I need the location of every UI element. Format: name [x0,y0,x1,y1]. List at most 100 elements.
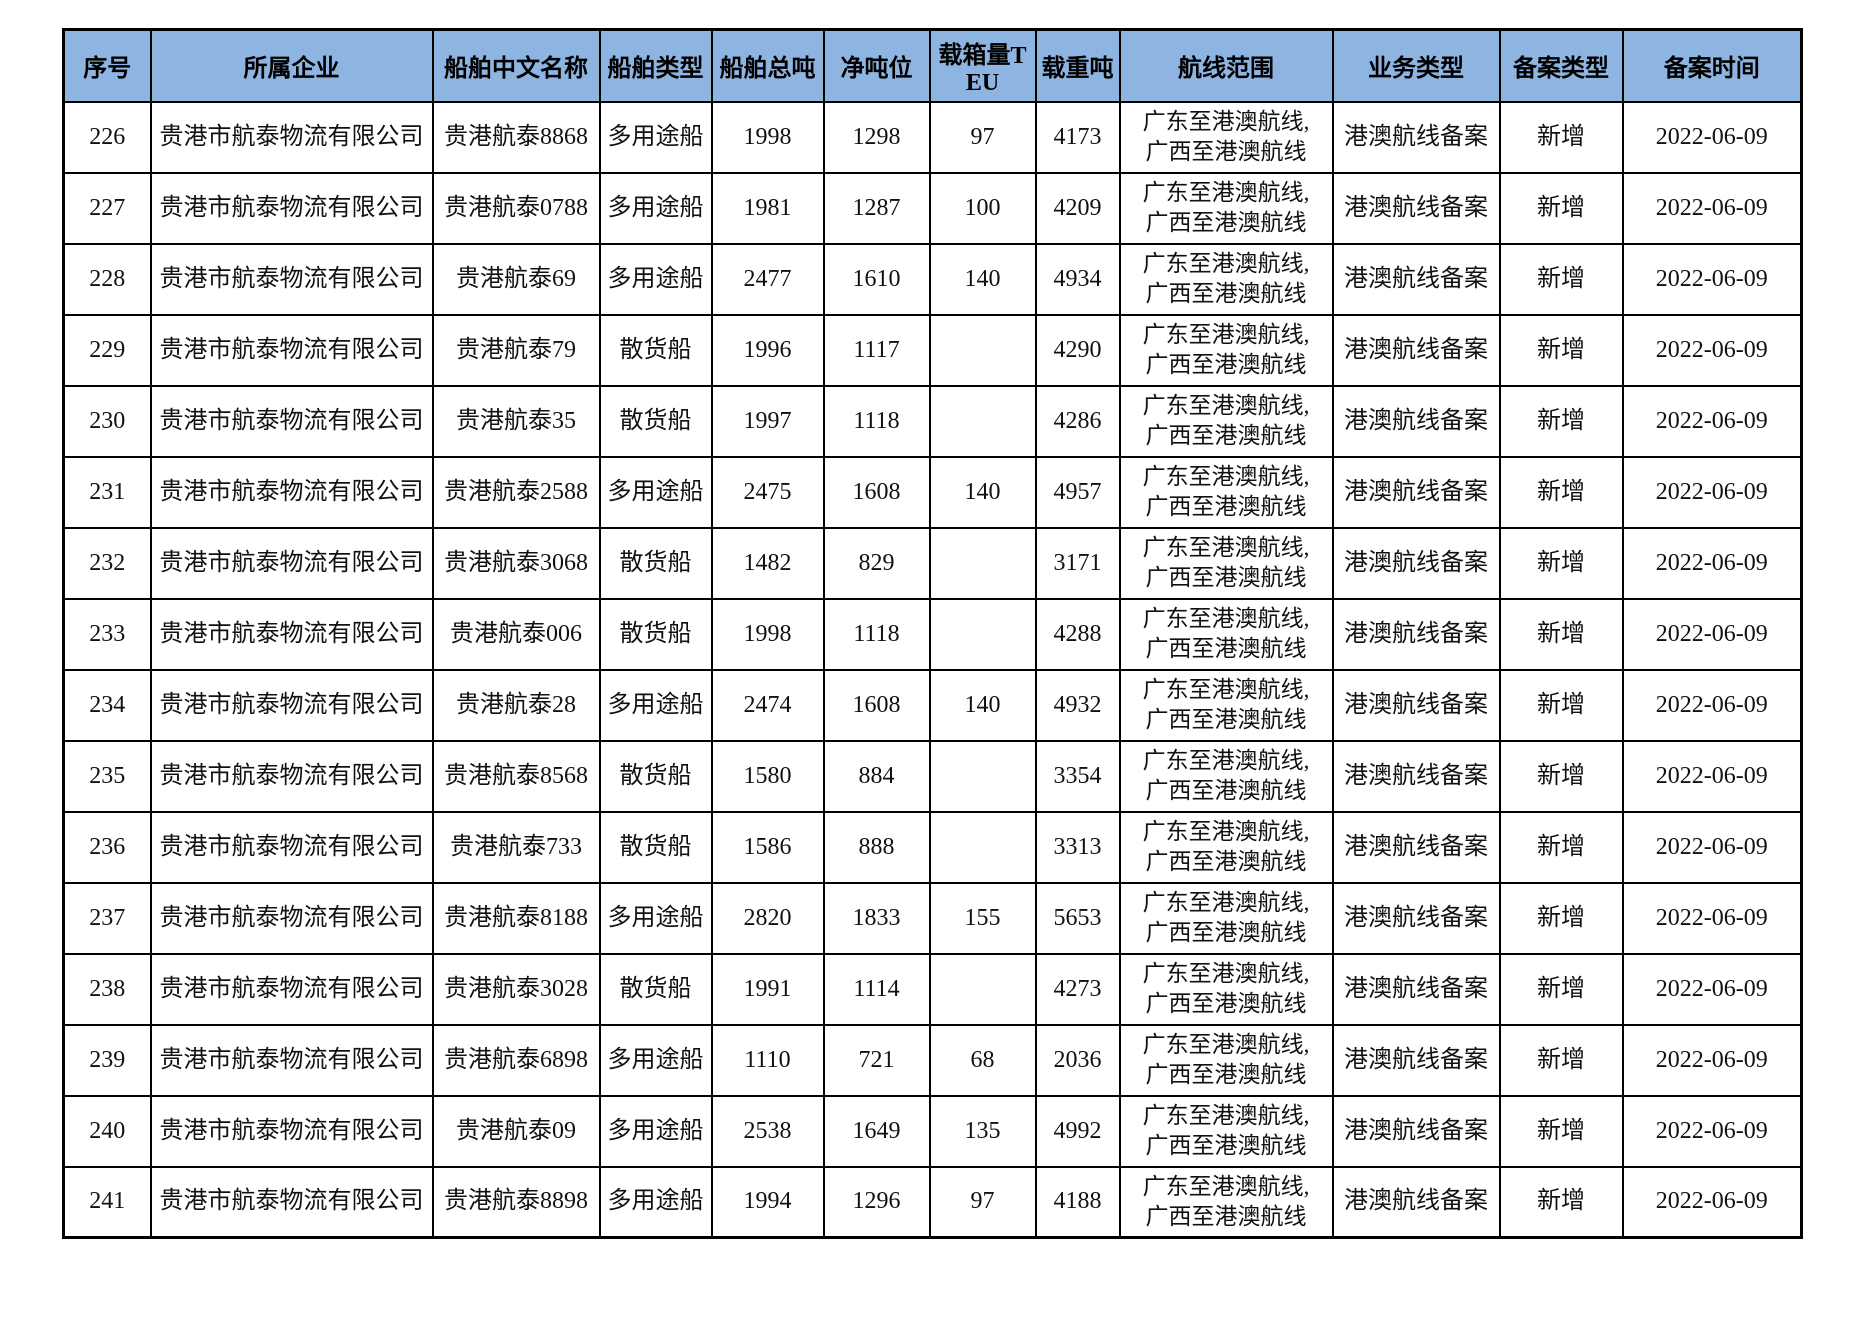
cell-gross-tonnage: 1110 [710,1023,825,1097]
cell-deadweight: 4188 [1034,1165,1121,1239]
cell-deadweight: 3354 [1034,739,1121,813]
cell-ship-name: 贵港航泰28 [431,668,601,742]
cell-record-type: 新增 [1498,810,1624,884]
cell-teu: 68 [928,1023,1037,1097]
cell-teu: 155 [928,881,1037,955]
cell-seq: 231 [62,455,152,529]
cell-company: 贵港市航泰物流有限公司 [149,384,434,458]
cell-business-type: 港澳航线备案 [1331,100,1501,174]
cell-gross-tonnage: 1482 [710,526,825,600]
cell-record-date: 2022-06-09 [1621,1165,1803,1239]
cell-ship-name: 贵港航泰6898 [431,1023,601,1097]
cell-company: 贵港市航泰物流有限公司 [149,1165,434,1239]
cell-deadweight: 2036 [1034,1023,1121,1097]
cell-seq: 238 [62,952,152,1026]
cell-company: 贵港市航泰物流有限公司 [149,739,434,813]
cell-seq: 230 [62,384,152,458]
cell-company: 贵港市航泰物流有限公司 [149,100,434,174]
cell-business-type: 港澳航线备案 [1331,1023,1501,1097]
cell-business-type: 港澳航线备案 [1331,1094,1501,1168]
cell-route: 广东至港澳航线, 广西至港澳航线 [1118,668,1334,742]
cell-ship-type: 多用途船 [598,455,713,529]
table-row: 239 贵港市航泰物流有限公司 贵港航泰6898 多用途船 1110 721 6… [62,1023,1803,1097]
table-row: 231 贵港市航泰物流有限公司 贵港航泰2588 多用途船 2475 1608 … [62,455,1803,529]
header-record-date: 备案时间 [1621,28,1803,103]
cell-seq: 232 [62,526,152,600]
cell-record-type: 新增 [1498,739,1624,813]
cell-record-date: 2022-06-09 [1621,171,1803,245]
header-net-tonnage: 净吨位 [822,28,931,103]
cell-route: 广东至港澳航线, 广西至港澳航线 [1118,171,1334,245]
cell-gross-tonnage: 1994 [710,1165,825,1239]
cell-ship-type: 散货船 [598,526,713,600]
cell-teu: 140 [928,455,1037,529]
cell-gross-tonnage: 2474 [710,668,825,742]
table-row: 228 贵港市航泰物流有限公司 贵港航泰69 多用途船 2477 1610 14… [62,242,1803,316]
cell-record-type: 新增 [1498,1165,1624,1239]
cell-record-type: 新增 [1498,952,1624,1026]
cell-teu: 97 [928,100,1037,174]
cell-seq: 235 [62,739,152,813]
cell-deadweight: 4957 [1034,455,1121,529]
cell-net-tonnage: 721 [822,1023,931,1097]
cell-record-type: 新增 [1498,668,1624,742]
header-gross-tonnage: 船舶总吨 [710,28,825,103]
cell-business-type: 港澳航线备案 [1331,526,1501,600]
cell-gross-tonnage: 2820 [710,881,825,955]
cell-record-date: 2022-06-09 [1621,1094,1803,1168]
cell-ship-type: 多用途船 [598,668,713,742]
cell-net-tonnage: 1287 [822,171,931,245]
cell-business-type: 港澳航线备案 [1331,455,1501,529]
cell-deadweight: 4209 [1034,171,1121,245]
cell-record-type: 新增 [1498,597,1624,671]
cell-gross-tonnage: 1998 [710,597,825,671]
cell-route: 广东至港澳航线, 广西至港澳航线 [1118,1094,1334,1168]
cell-company: 贵港市航泰物流有限公司 [149,526,434,600]
cell-deadweight: 4273 [1034,952,1121,1026]
cell-business-type: 港澳航线备案 [1331,1165,1501,1239]
cell-deadweight: 4173 [1034,100,1121,174]
header-company: 所属企业 [149,28,434,103]
cell-net-tonnage: 884 [822,739,931,813]
cell-company: 贵港市航泰物流有限公司 [149,1023,434,1097]
cell-record-date: 2022-06-09 [1621,1023,1803,1097]
table-row: 240 贵港市航泰物流有限公司 贵港航泰09 多用途船 2538 1649 13… [62,1094,1803,1168]
cell-teu [928,952,1037,1026]
cell-net-tonnage: 888 [822,810,931,884]
cell-seq: 241 [62,1165,152,1239]
cell-ship-name: 贵港航泰3028 [431,952,601,1026]
header-seq: 序号 [62,28,152,103]
cell-company: 贵港市航泰物流有限公司 [149,810,434,884]
cell-record-type: 新增 [1498,171,1624,245]
cell-record-date: 2022-06-09 [1621,952,1803,1026]
cell-ship-name: 贵港航泰006 [431,597,601,671]
cell-business-type: 港澳航线备案 [1331,313,1501,387]
cell-record-date: 2022-06-09 [1621,810,1803,884]
cell-net-tonnage: 1298 [822,100,931,174]
cell-net-tonnage: 1114 [822,952,931,1026]
cell-company: 贵港市航泰物流有限公司 [149,881,434,955]
cell-net-tonnage: 1649 [822,1094,931,1168]
cell-ship-type: 散货船 [598,952,713,1026]
cell-net-tonnage: 1118 [822,597,931,671]
cell-record-type: 新增 [1498,313,1624,387]
table-row: 235 贵港市航泰物流有限公司 贵港航泰8568 散货船 1580 884 33… [62,739,1803,813]
cell-record-date: 2022-06-09 [1621,881,1803,955]
cell-record-date: 2022-06-09 [1621,597,1803,671]
cell-ship-type: 多用途船 [598,100,713,174]
cell-ship-name: 贵港航泰35 [431,384,601,458]
cell-ship-name: 贵港航泰8188 [431,881,601,955]
cell-route: 广东至港澳航线, 广西至港澳航线 [1118,881,1334,955]
cell-business-type: 港澳航线备案 [1331,881,1501,955]
cell-seq: 237 [62,881,152,955]
cell-company: 贵港市航泰物流有限公司 [149,313,434,387]
table-body: 226 贵港市航泰物流有限公司 贵港航泰8868 多用途船 1998 1298 … [62,100,1803,1239]
cell-ship-type: 多用途船 [598,242,713,316]
cell-company: 贵港市航泰物流有限公司 [149,597,434,671]
cell-deadweight: 4286 [1034,384,1121,458]
vessel-record-table: 序号 所属企业 船舶中文名称 船舶类型 船舶总吨 净吨位 载箱量TEU 载重吨 … [62,28,1803,1239]
cell-seq: 228 [62,242,152,316]
cell-teu: 135 [928,1094,1037,1168]
cell-ship-type: 多用途船 [598,171,713,245]
cell-deadweight: 4932 [1034,668,1121,742]
